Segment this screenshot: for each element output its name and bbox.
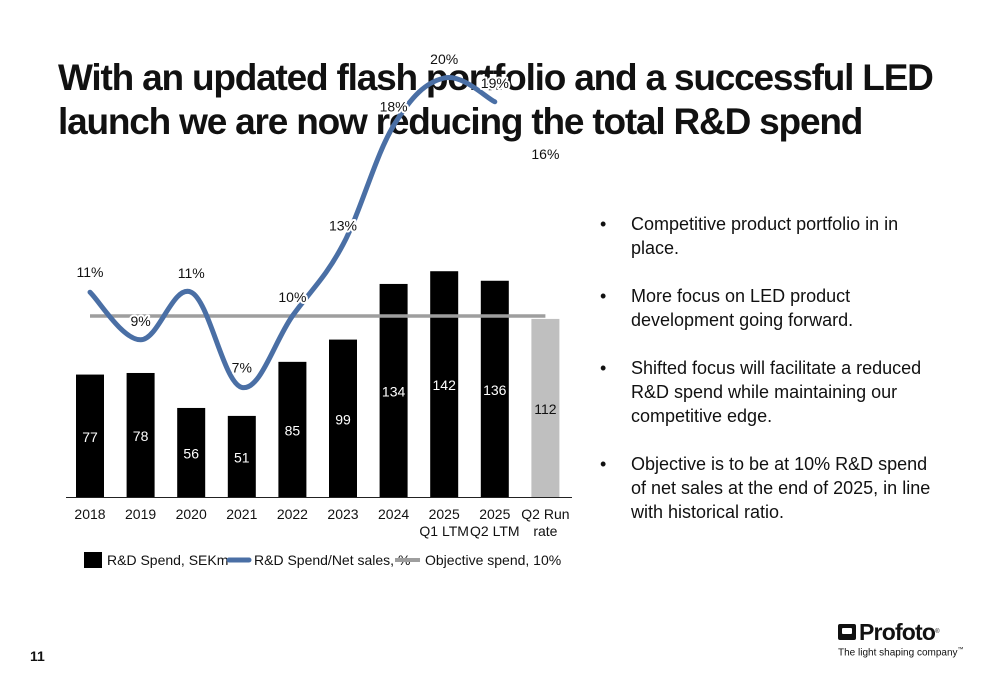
- bar-value-label: 85: [285, 422, 301, 438]
- slide-title: With an updated flash portfolio and a su…: [58, 57, 934, 142]
- bullet-item: • Shifted focus will facilitate a reduced…: [598, 356, 943, 428]
- percentage-label: 7%: [232, 359, 252, 375]
- bar-value-label: 112: [534, 401, 557, 417]
- bar-value-label: 99: [335, 411, 351, 427]
- x-tick-label: 2021: [226, 506, 257, 522]
- bar: [329, 339, 357, 497]
- percentage-label: 16%: [531, 146, 559, 162]
- bullet-marker: •: [600, 454, 607, 474]
- legend-swatch-bars: [84, 552, 102, 568]
- bar: [227, 415, 256, 497]
- percentage-label: 11%: [77, 264, 104, 280]
- logo-mark-icon: [838, 624, 856, 640]
- percentage-label: 9%: [130, 313, 150, 329]
- bullet-list: • Competitive product portfolio in in pla…: [598, 212, 943, 548]
- bar: [278, 361, 307, 497]
- rd-spend-chart: 77 78 56 51 85 99 134 142 136 112 2018 2019 2020 2021…: [66, 49, 572, 568]
- bar: [76, 374, 104, 497]
- percentage-label: 19%: [481, 75, 509, 91]
- bar: [430, 271, 459, 497]
- bullet-text: Shifted focus will facilitate a reduced …: [631, 358, 922, 426]
- bar: [126, 372, 155, 497]
- bar: [177, 407, 206, 497]
- trademark-icon: ™: [957, 647, 964, 653]
- legend-label: Objective spend, 10%: [425, 552, 561, 568]
- bar: [531, 318, 560, 497]
- bullet-marker: •: [600, 358, 607, 378]
- bullet-item: • Competitive product portfolio in in pla…: [598, 212, 943, 260]
- percentage-label: 18%: [380, 99, 408, 115]
- x-tick-label: 2025: [479, 506, 510, 522]
- percentage-line: [87, 75, 498, 390]
- x-tick-label: 2023: [327, 506, 358, 522]
- brand-logo: Profoto ® The light shaping company™: [838, 620, 968, 658]
- bar-value-label: 56: [183, 445, 199, 461]
- x-tick-label: 2022: [277, 506, 308, 522]
- percentage-label: 11%: [178, 265, 205, 281]
- bullet-text: More focus on LED product development go…: [631, 286, 854, 330]
- x-tick-label: 2018: [74, 506, 105, 522]
- x-tick-label: Q2 Run: [521, 506, 569, 522]
- x-tick-label: 2024: [378, 506, 409, 522]
- percentage-label: 20%: [430, 51, 458, 67]
- legend-label: R&D Spend, SEKm: [107, 552, 228, 568]
- bullet-item: • Objective is to be at 10% R&D spend of …: [598, 452, 943, 524]
- registered-icon: ®: [935, 629, 940, 635]
- bullet-marker: •: [600, 214, 607, 234]
- logo-tagline: The light shaping company: [838, 647, 958, 659]
- bullet-marker: •: [600, 286, 607, 306]
- x-tick-label: 2019: [125, 506, 156, 522]
- bar: [379, 283, 408, 497]
- x-tick-label: Q2 LTM: [470, 523, 520, 539]
- x-tick-label: 2025: [429, 506, 460, 522]
- bar-value-label: 77: [82, 429, 98, 445]
- bullet-text: Competitive product portfolio in in plac…: [631, 214, 899, 258]
- logo-wordmark: Profoto: [859, 619, 936, 645]
- bar-value-label: 142: [433, 377, 457, 393]
- bar-value-label: 78: [133, 428, 149, 444]
- bullet-item: • More focus on LED product development g…: [598, 284, 943, 332]
- legend-label: R&D Spend/Net sales, %: [254, 552, 410, 568]
- bar-value-label: 134: [382, 383, 406, 399]
- bar-value-label: 136: [483, 382, 507, 398]
- x-tick-label: rate: [533, 523, 557, 539]
- percentage-label: 10%: [278, 289, 306, 305]
- bullet-text: Objective is to be at 10% R&D spend of n…: [631, 454, 931, 522]
- x-tick-label: 2020: [176, 506, 207, 522]
- bar-value-label: 51: [234, 449, 250, 465]
- percentage-label: 13%: [329, 218, 357, 234]
- x-tick-label: Q1 LTM: [419, 523, 469, 539]
- page-number: 11: [30, 648, 45, 664]
